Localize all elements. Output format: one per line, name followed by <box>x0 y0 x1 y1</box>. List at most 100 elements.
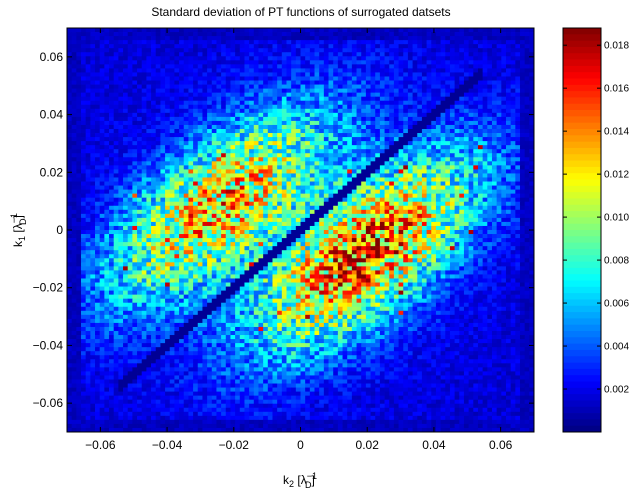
heatmap-cell <box>244 124 250 130</box>
heatmap-cell <box>235 52 241 57</box>
heatmap-cell <box>207 104 213 110</box>
heatmap-cell <box>342 173 348 178</box>
heatmap-cell <box>188 52 194 57</box>
heatmap-cell <box>179 221 185 227</box>
heatmap-cell <box>258 161 264 166</box>
heatmap-cell <box>454 72 460 77</box>
heatmap-cell <box>337 189 343 195</box>
heatmap-cell <box>384 112 390 118</box>
heatmap-cell <box>389 197 395 203</box>
heatmap-cell <box>211 116 217 122</box>
heatmap-cell <box>291 177 297 182</box>
heatmap-cell <box>188 225 194 231</box>
heatmap-cell <box>384 48 390 53</box>
heatmap-cell <box>160 221 166 227</box>
heatmap-cell <box>356 141 362 146</box>
heatmap-cell <box>482 44 488 49</box>
heatmap-cell <box>431 32 437 37</box>
heatmap-cell <box>267 100 273 106</box>
heatmap-cell <box>454 124 460 130</box>
heatmap-cell <box>403 92 409 98</box>
heatmap-cell <box>431 189 437 195</box>
heatmap-cell <box>361 88 367 94</box>
heatmap-cell <box>174 221 180 227</box>
heatmap-cell <box>258 185 264 190</box>
heatmap-cell <box>505 133 512 138</box>
heatmap-cell <box>421 76 427 81</box>
heatmap-cell <box>323 161 329 166</box>
heatmap-cell <box>235 68 241 73</box>
heatmap-cell <box>71 209 77 215</box>
heatmap-cell <box>67 133 73 138</box>
heatmap-cell <box>449 157 456 162</box>
heatmap-cell <box>375 80 381 85</box>
heatmap-cell <box>459 221 465 227</box>
heatmap-cell <box>281 80 287 85</box>
heatmap-cell <box>216 64 222 69</box>
heatmap-cell <box>319 80 325 85</box>
heatmap-cell <box>398 217 404 223</box>
heatmap-cell <box>132 84 138 89</box>
heatmap-cell <box>67 157 73 162</box>
heatmap-cell <box>445 36 451 41</box>
heatmap-cell <box>291 120 297 126</box>
heatmap-cell <box>510 60 516 65</box>
heatmap-cell <box>146 141 152 146</box>
heatmap-cell <box>258 84 264 89</box>
heatmap-cell <box>249 209 255 215</box>
heatmap-cell <box>309 96 315 102</box>
heatmap-cell <box>239 177 245 182</box>
heatmap-cell <box>370 169 376 174</box>
heatmap-cell <box>230 181 236 186</box>
heatmap-cell <box>417 60 423 65</box>
heatmap-cell <box>151 112 157 118</box>
heatmap-cell <box>328 28 334 33</box>
heatmap-cell <box>333 120 339 126</box>
heatmap-cell <box>230 225 236 231</box>
heatmap-cell <box>431 72 437 77</box>
heatmap-cell <box>104 221 110 227</box>
heatmap-cell <box>95 197 101 203</box>
heatmap-cell <box>505 197 512 203</box>
heatmap-cell <box>127 181 133 186</box>
heatmap-cell <box>328 153 334 158</box>
heatmap-cell <box>188 104 194 110</box>
heatmap-cell <box>440 197 446 203</box>
heatmap-cell <box>487 217 493 223</box>
heatmap-cell <box>305 100 311 106</box>
heatmap-cell <box>519 40 526 45</box>
heatmap-cell <box>137 80 143 85</box>
heatmap-cell <box>323 88 329 94</box>
heatmap-cell <box>361 84 367 89</box>
heatmap-cell <box>440 133 446 138</box>
heatmap-cell <box>417 84 423 89</box>
heatmap-cell <box>431 141 437 146</box>
heatmap-cell <box>440 149 446 154</box>
heatmap-cell <box>123 88 129 94</box>
heatmap-cell <box>165 124 171 130</box>
heatmap-cell <box>398 149 404 154</box>
heatmap-cell <box>141 177 147 182</box>
heatmap-cell <box>449 48 456 53</box>
heatmap-cell <box>239 169 245 174</box>
heatmap-cell <box>435 145 441 150</box>
heatmap-cell <box>295 48 301 53</box>
heatmap-cell <box>291 116 297 122</box>
heatmap-cell <box>99 189 105 195</box>
heatmap-cell <box>272 149 278 154</box>
heatmap-cell <box>281 161 287 166</box>
heatmap-cell <box>384 145 390 150</box>
heatmap-cell <box>113 193 119 199</box>
heatmap-cell <box>95 193 101 199</box>
heatmap-cell <box>342 185 348 190</box>
heatmap-cell <box>529 124 535 130</box>
heatmap-cell <box>473 120 479 126</box>
heatmap-cell <box>179 141 185 146</box>
heatmap-cell <box>160 185 166 190</box>
heatmap-cell <box>379 145 385 150</box>
heatmap-cell <box>323 153 329 158</box>
heatmap-cell <box>463 108 470 114</box>
heatmap-cell <box>501 124 507 130</box>
heatmap-cell <box>272 96 278 102</box>
heatmap-cell <box>183 181 189 186</box>
